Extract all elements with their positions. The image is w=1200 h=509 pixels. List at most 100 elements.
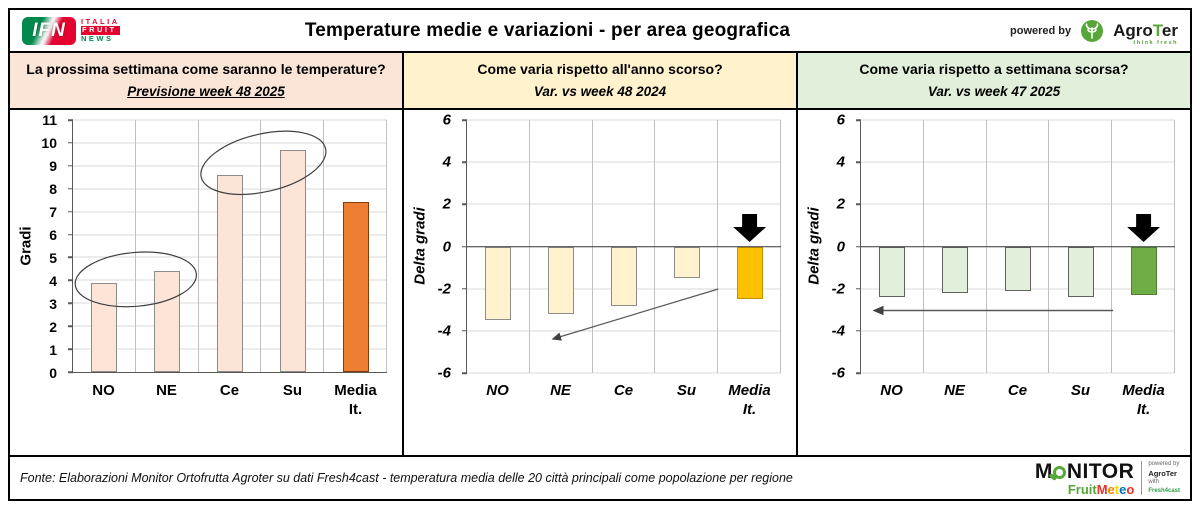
gridline [467,372,781,374]
category-separator [323,120,325,372]
y-axis-ticks: 11 10 9 8 7 6 5 4 3 2 1 0 [10,112,66,381]
gridline [861,330,1175,332]
bar-media-it [1130,246,1157,295]
axis-tick [68,233,73,236]
header: IFN ITALIA FRUIT NEWS Temperature medie … [10,10,1190,53]
y-tick-label: 4 [49,273,57,289]
gridline [467,203,781,205]
ifn-italia-label: ITALIA [81,16,120,26]
gridline [861,119,1175,121]
panel-question: Come varia rispetto a settimana scorsa? [859,61,1129,77]
y-tick-label: 6 [442,111,451,129]
axis-tick [856,161,861,163]
bar-ne [154,271,181,372]
y-tick-label: 0 [442,238,451,255]
monitor-line: M NITOR [1035,461,1134,482]
category-separator [260,120,262,372]
down-arrow-icon [733,214,767,242]
axis-tick [462,119,467,121]
panel-subtitle: Var. vs week 48 2024 [533,84,667,99]
meteo-letter: e [1119,481,1127,497]
axis-tick [462,245,467,248]
ifn-abbr: IFN [32,19,66,41]
agroter-tagline: think fresh [1133,39,1178,46]
powered-by-label: powered by [1010,24,1072,37]
meteo-letter: e [1107,481,1115,497]
bar-media-it [736,246,763,300]
gridline [861,203,1175,205]
axis-tick [68,165,73,167]
plot-area [856,119,1175,374]
y-tick-label: 1 [49,342,57,358]
y-tick-label: 0 [49,365,57,381]
axis-tick [856,203,861,206]
dashboard-frame: IFN ITALIA FRUIT NEWS Temperature medie … [8,8,1192,501]
meteo-letter: M [1096,481,1108,497]
plot-area [462,119,781,374]
agroter-agro: Agro [1113,21,1153,40]
x-axis-label: Su [282,382,303,399]
ifn-logo-mark: IFN [22,16,76,45]
y-tick-label: 2 [836,195,845,213]
gridline [467,330,781,332]
x-axis-label: Su [676,382,697,399]
y-tick-label: -4 [831,322,845,340]
gridline [861,161,1175,163]
y-tick-label: 6 [836,111,845,129]
y-tick-label: 2 [49,319,57,335]
axis-tick [856,372,861,374]
y-tick-label: -2 [831,280,845,298]
x-axis-label: NE [156,382,177,399]
monitor-with-label: with [1148,479,1159,486]
meteo-letter: t [1114,481,1120,497]
chart-panels: La prossima settimana come saranno le te… [10,53,1190,455]
page-title: Temperature medie e variazioni - per are… [304,19,791,41]
monitor-nitor: NITOR [1066,459,1135,483]
axis-tick [68,142,73,144]
panel-question: Come varia rispetto all'anno scorso? [477,61,723,77]
powered-by-block: powered by AgroTer think fresh [923,19,1178,45]
bar-ce [611,246,637,306]
bar-su [279,149,306,372]
panel-var-anno-header: Come varia rispetto all'anno scorso? Var… [404,53,796,110]
meteo-letter: o [1126,481,1135,497]
axis-tick [856,287,861,290]
fruit-label: Fruit [1067,481,1097,497]
agroter-t: T [1152,21,1162,40]
panel-subtitle: Previsione week 48 2025 [127,84,285,99]
x-axis-labels: NO NE Ce Su Media It. [860,382,1175,420]
monitor-fresh4cast-label: Fresh4cast [1148,487,1180,494]
x-axis-labels: NO NE Ce Su Media It. [72,382,387,420]
axis-tick [68,279,73,282]
axis-tick [68,187,73,190]
ifn-logo-text: ITALIA FRUIT NEWS [81,16,120,44]
ifn-fruit-label: FRUIT [81,26,120,35]
x-axis-label: Ce [613,382,634,399]
axis-tick [68,371,73,373]
y-axis-ticks: 6 4 2 0 -2 -4 -6 [798,112,854,382]
axis-tick [68,256,73,259]
y-tick-label: 3 [49,296,57,312]
panel-var-anno-scorso: Come varia rispetto all'anno scorso? Var… [404,53,798,455]
panel-previsione-header: La prossima settimana come saranno le te… [10,53,402,110]
agroter-tree-icon [1080,19,1104,43]
x-axis-label: NE [550,382,571,399]
chart-var-settimana: Delta gradi 6 4 2 0 -2 -4 -6 NO NE Ce Su Media It. [798,110,1190,455]
plot-area [68,119,387,373]
zero-axis-line [467,245,781,248]
bar-su [1067,246,1094,298]
category-separator [197,120,199,372]
bar-no [91,282,118,372]
monitor-fruitmeteo-logo: M NITOR FruitMeteo powered by AgroTer wit… [1035,461,1180,496]
y-tick-label: -6 [437,364,451,382]
y-tick-label: 2 [442,195,451,213]
x-axis-label: Media It. [334,382,377,418]
axis-tick [462,203,467,206]
y-tick-label: 10 [41,135,57,151]
monitor-wordmark: M NITOR FruitMeteo [1035,461,1134,496]
panel-var-settimana-header: Come varia rispetto a settimana scorsa? … [798,53,1190,110]
y-tick-label: -2 [437,280,451,298]
y-tick-label: -4 [437,322,451,340]
axis-tick [68,348,73,350]
